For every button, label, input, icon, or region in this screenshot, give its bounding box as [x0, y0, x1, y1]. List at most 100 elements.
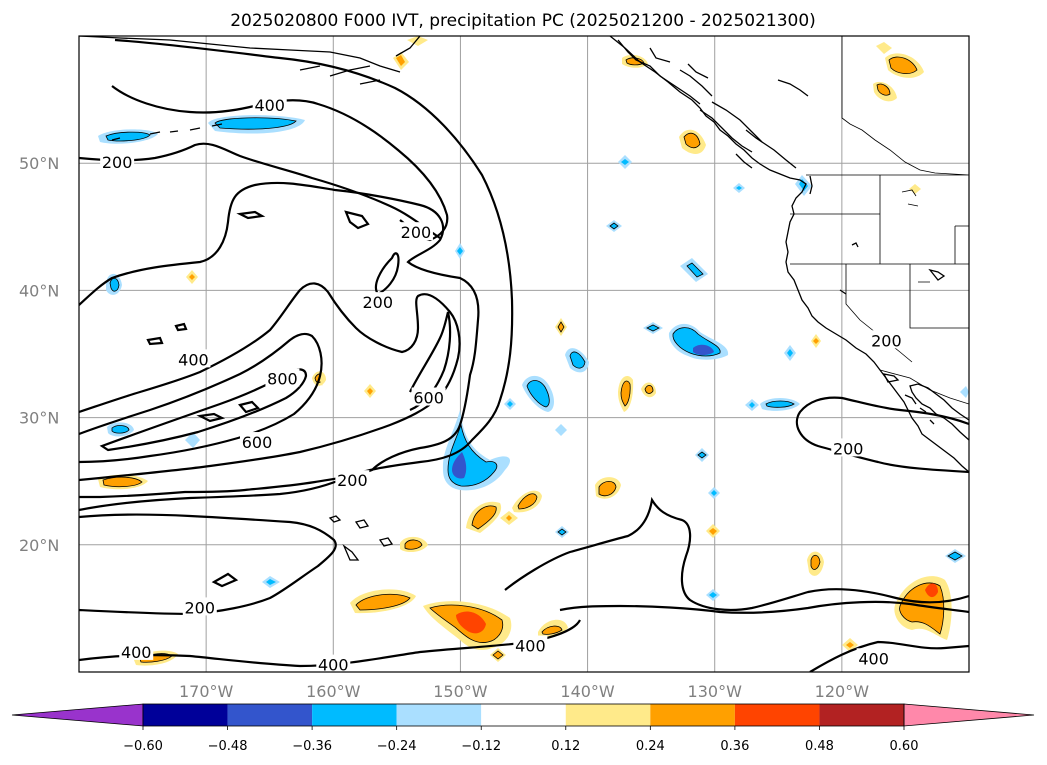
- ivt-contours: [79, 38, 969, 672]
- contour-label-background: [182, 597, 217, 616]
- ivt-contour-600-east: [409, 311, 452, 412]
- precip-positive-area-3: [423, 601, 512, 650]
- precip-positive-area-12: [885, 53, 924, 78]
- colorbar-frame: [142, 703, 905, 727]
- colorbar-tick-label: 0.24: [636, 739, 665, 754]
- precip-positive-area-11: [622, 54, 648, 68]
- alaska-panhandle-islands: [617, 39, 797, 169]
- colorbar-tick-label: −0.60: [123, 739, 163, 754]
- colorbar-cell: [565, 704, 651, 726]
- contour-label: 200: [363, 293, 394, 312]
- ivt-contour-400-upper: [111, 85, 449, 242]
- contour-label-background: [831, 438, 866, 457]
- colorbar-tick-label: −0.48: [208, 739, 248, 754]
- contour-label: 200: [185, 598, 216, 617]
- contour-label: 800: [267, 369, 298, 388]
- latitude-label: 40°N: [19, 281, 59, 300]
- colorbar-cell: [819, 704, 904, 726]
- precip-positive-area-18: [641, 382, 656, 398]
- precip-negative-area-9: [760, 398, 800, 411]
- alaska-peninsula-coast: [79, 36, 421, 85]
- contour-label-background: [252, 94, 287, 113]
- precip-positive-area-8: [595, 477, 621, 499]
- colorbar-cell: [143, 704, 228, 726]
- contour-label-background: [316, 654, 351, 672]
- contour-label: 400: [254, 96, 285, 115]
- contour-label-background: [335, 470, 370, 489]
- map-panel: 400 200 200 200 400 800 600 600 200 200 200 200 400 4…: [78, 35, 970, 675]
- ivt-contour-200-upper: [79, 142, 441, 239]
- longitude-label: 120°W: [815, 682, 870, 701]
- contour-label: 200: [833, 439, 864, 458]
- ivt-contour-400-se: [809, 640, 969, 672]
- longitude-label: 170°W: [179, 682, 234, 701]
- contour-label-background: [411, 387, 446, 406]
- contour-label-background: [360, 292, 395, 311]
- colorbar-tick-label: 0.12: [551, 739, 580, 754]
- contour-label: 200: [337, 471, 368, 490]
- colorbar-cell: [734, 704, 820, 726]
- colorbar-cell: [312, 704, 397, 726]
- ivt-contour-400-middle: [79, 282, 461, 482]
- longitude-label: 150°W: [433, 682, 488, 701]
- precip-positive-area-4: [350, 589, 416, 614]
- us-canada-border: [806, 36, 969, 176]
- ivt-contour-small-closed: [146, 210, 400, 588]
- contour-label-background: [119, 641, 154, 660]
- contour-label: 600: [413, 389, 444, 408]
- colorbar-tick-label: 0.48: [805, 739, 834, 754]
- contour-label-background: [869, 330, 904, 349]
- contour-label-background: [398, 222, 433, 241]
- ivt-contour-800: [99, 368, 308, 452]
- colorbar-tick-label: 0.60: [890, 739, 919, 754]
- ivt-contour-200-east-upper: [795, 396, 969, 474]
- colorbar-tick-label: 0.36: [720, 739, 749, 754]
- contour-label-background: [856, 648, 891, 667]
- ivt-contour-200-main: [79, 181, 480, 499]
- precip-negative-area-5: [208, 115, 305, 134]
- colorbar-tick-labels: −0.60 −0.48 −0.36 −0.24 −0.12 0.12 0.24 0.36 0.4…: [123, 726, 918, 754]
- precip-positive-area-2: [512, 490, 542, 513]
- latitude-label: 30°N: [19, 409, 59, 428]
- ivt-contour-200-outer: [79, 38, 514, 512]
- contour-label-background: [513, 635, 548, 654]
- contour-label: 400: [515, 637, 546, 656]
- precip-positive-area-13: [873, 81, 897, 102]
- longitude-labels: 170°W 160°W 150°W 140°W 130°W 120°W: [179, 682, 869, 701]
- colorbar-cell: [650, 704, 735, 726]
- precip-positive-area-7: [894, 576, 952, 640]
- ivt-contour-labels: 400 200 200 200 400 800 600 600 200 200 200 200 400 4…: [100, 94, 904, 675]
- colorbar-tick-label: −0.24: [377, 739, 417, 754]
- contour-label-background: [176, 349, 211, 368]
- ivt-contour-600: [79, 332, 323, 464]
- colorbar-cells: [11, 703, 1035, 727]
- contour-label-background: [100, 152, 135, 171]
- precip-negative-area-3: [522, 375, 554, 412]
- coastlines-and-borders: [79, 36, 969, 561]
- precip-negative-area-8: [107, 422, 200, 448]
- contour-label: 400: [121, 643, 152, 662]
- colorbar-extend-max: [903, 703, 1035, 727]
- contour-label-background: [265, 368, 300, 387]
- precip-negative-area-2: [668, 323, 729, 360]
- latitude-labels: 20°N 30°N 40°N 50°N: [19, 154, 59, 555]
- precip-positive-area-15: [400, 536, 428, 553]
- north-america-coastline: [609, 36, 969, 473]
- contour-label: 400: [178, 350, 209, 369]
- contour-label: 200: [871, 331, 902, 350]
- baja-gulf-coastline: [909, 383, 969, 441]
- contour-label: 200: [102, 153, 133, 172]
- precip-positive-area-1: [466, 501, 502, 533]
- colorbar-cell: [227, 704, 313, 726]
- contour-label: 400: [318, 656, 349, 675]
- us-state-borders: [790, 175, 969, 363]
- aleutian-islands: [111, 123, 223, 141]
- hawaiian-islands: [328, 515, 394, 561]
- contour-label-background: [240, 432, 274, 451]
- colorbar-cell: [396, 704, 482, 726]
- precip-positive-small-dots: [186, 36, 921, 662]
- contour-label: 200: [401, 223, 432, 242]
- gridlines: [79, 36, 969, 672]
- colorbar: −0.60 −0.48 −0.36 −0.24 −0.12 0.12 0.24 0.36 0.4…: [11, 703, 1035, 754]
- map-frame: [78, 35, 970, 673]
